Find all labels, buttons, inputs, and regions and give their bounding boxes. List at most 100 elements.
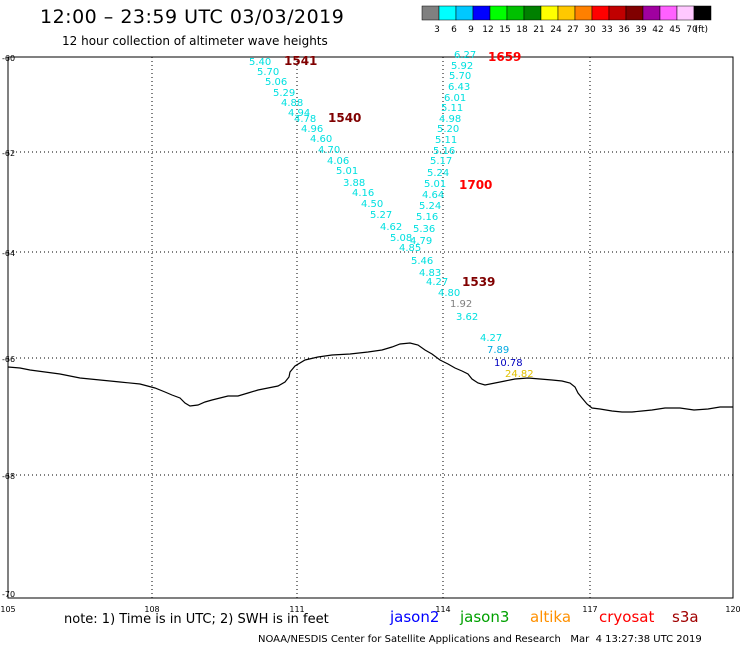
colorbar-tick-label: 15 (499, 25, 510, 35)
swh-label: 6.01 (444, 93, 467, 104)
swh-label: 5.16 (433, 146, 456, 157)
swh-label: 5.29 (273, 88, 296, 99)
lat-axis-label: -60 (2, 54, 15, 63)
page-title: 12:00 – 23:59 UTC 03/03/2019 (40, 6, 345, 28)
colorbar-bin (540, 5, 559, 21)
colorbar-tick-label: 27 (567, 25, 578, 35)
lat-axis-label: -70 (2, 590, 15, 599)
colorbar-unit-label: (ft) (694, 25, 708, 35)
colorbar-bin (642, 5, 661, 21)
lon-axis-label: 114 (435, 605, 450, 614)
lat-axis-label: -62 (2, 149, 15, 158)
lon-axis-label: 120 (725, 605, 740, 614)
credit-line: NOAA/NESDIS Center for Satellite Applica… (258, 634, 702, 645)
colorbar-tick-label: 6 (451, 25, 457, 35)
colorbar-tick-label: 36 (618, 25, 630, 35)
swh-label: 5.17 (430, 156, 453, 167)
pass-time-label: 1541 (284, 54, 318, 68)
lon-axis-label: 108 (144, 605, 159, 614)
swh-label: 4.62 (380, 222, 403, 233)
swh-label: 5.08 (390, 233, 413, 244)
pass-time-label: 1539 (462, 275, 496, 289)
swh-label: 24.82 (505, 369, 534, 380)
colorbar-bin (659, 5, 678, 21)
swh-label: 4.50 (361, 199, 384, 210)
pass-time-label: 1659 (488, 50, 522, 64)
swh-label: 4.88 (281, 98, 304, 109)
swh-label: 6.27 (454, 50, 477, 61)
legend-jason2: jason2 (390, 608, 440, 626)
swh-label: 5.70 (449, 71, 472, 82)
colorbar-bin (574, 5, 593, 21)
colorbar-tick-label: 3 (434, 25, 440, 35)
lat-axis-label: -64 (2, 249, 15, 258)
swh-label: 4.94 (288, 108, 311, 119)
legend-s3a: s3a (672, 608, 699, 626)
swh-label: 5.40 (249, 57, 272, 68)
colorbar-bin (489, 5, 508, 21)
swh-label: 4.83 (419, 268, 442, 279)
pass-time-label: 1540 (328, 111, 362, 125)
swh-label: 5.70 (257, 67, 280, 78)
swh-label: 4.64 (422, 190, 445, 201)
legend-altika: altika (530, 608, 572, 626)
colorbar-bin (523, 5, 542, 21)
swh-label: 5.36 (413, 224, 436, 235)
swh-label: 3.88 (343, 178, 366, 189)
swh-label: 5.16 (416, 212, 439, 223)
swh-label: 3.62 (456, 312, 479, 323)
swh-label: 5.92 (451, 61, 474, 72)
footer-note: note: 1) Time is in UTC; 2) SWH is in fe… (64, 612, 329, 627)
swh-label: 5.06 (265, 77, 288, 88)
swh-label: 4.78 (294, 114, 317, 125)
colorbar-bin (557, 5, 576, 21)
swh-label: 6.43 (448, 82, 471, 93)
map-frame (7, 56, 734, 599)
swh-label: 5.24 (419, 201, 442, 212)
legend-jason3: jason3 (460, 608, 510, 626)
colorbar-tick-label: 39 (635, 25, 647, 35)
swh-label: 10.78 (494, 358, 523, 369)
colorbar-tick-label: 9 (468, 25, 474, 35)
swh-label: 4.96 (301, 124, 324, 135)
colorbar-bin (693, 5, 712, 21)
swh-colorbar: 3 6 9 12 15 18 21 24 27 30 33 36 39 42 45 70(ft) (421, 5, 712, 35)
colorbar-tick-label: 12 (482, 25, 493, 35)
page-subtitle: 12 hour collection of altimeter wave hei… (62, 34, 328, 48)
lon-axis-label: 105 (0, 605, 15, 614)
swh-label: 4.60 (310, 134, 333, 145)
lat-lon-grid (8, 57, 733, 598)
colorbar-bin (472, 5, 491, 21)
swh-label: 4.80 (438, 288, 461, 299)
pass-time-label: 1700 (459, 178, 493, 192)
colorbar-tick-label: 70 (686, 25, 698, 35)
colorbar-tick-label: 18 (516, 25, 528, 35)
colorbar-bin (608, 5, 627, 21)
lat-axis-label: -68 (2, 472, 15, 481)
swh-label: 5.46 (411, 256, 434, 267)
colorbar-tick-label: 21 (533, 25, 544, 35)
colorbar-bin (591, 5, 610, 21)
lon-axis-label: 111 (289, 605, 304, 614)
colorbar-bin (625, 5, 644, 21)
colorbar-bin (506, 5, 525, 21)
colorbar-tick-label: 33 (601, 25, 612, 35)
colorbar-tick-label: 24 (550, 25, 562, 35)
swh-label: 5.11 (441, 103, 464, 114)
swh-label: 5.01 (336, 166, 359, 177)
colorbar-bin (438, 5, 457, 21)
swh-label: 1.92 (450, 299, 473, 310)
swh-label: 4.06 (327, 156, 350, 167)
legend-cryosat: cryosat (599, 608, 655, 626)
swh-label: 5.11 (435, 135, 458, 146)
swh-label: 4.27 (480, 333, 503, 344)
swh-label: 7.89 (487, 345, 510, 356)
lat-axis-label: -66 (2, 355, 15, 364)
swh-label: 5.20 (437, 124, 460, 135)
antarctic-coastline (7, 342, 733, 413)
swh-label: 4.98 (439, 114, 462, 125)
swh-label: 4.79 (410, 236, 433, 247)
swh-label: 4.27 (426, 277, 449, 288)
colorbar-bin (676, 5, 695, 21)
